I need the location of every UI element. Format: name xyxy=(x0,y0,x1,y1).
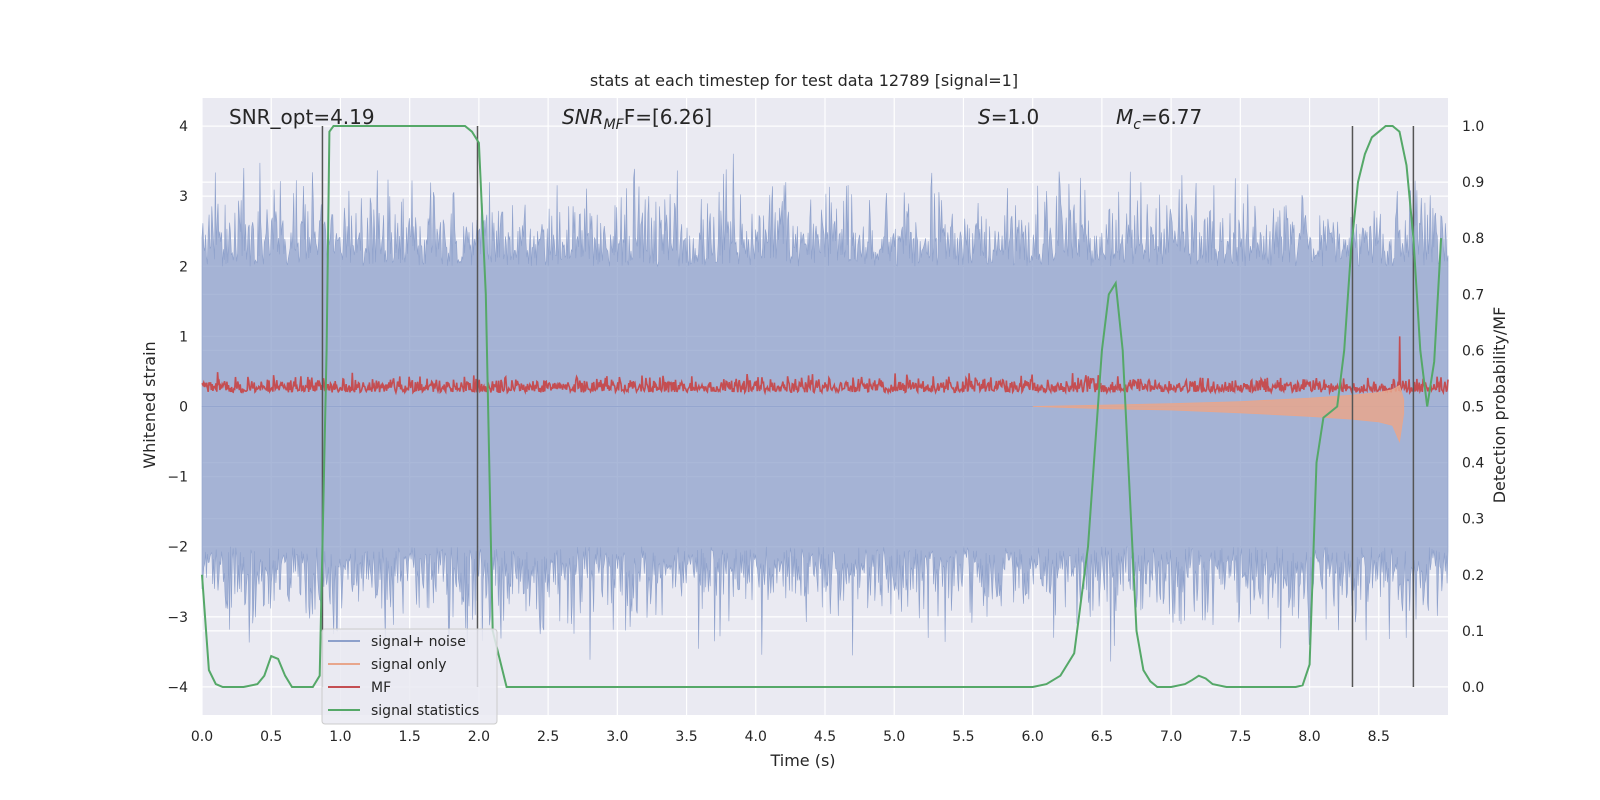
x-tick-label: 0.0 xyxy=(191,729,213,745)
signal-statistics-line xyxy=(201,125,1443,688)
x-tick-label: 3.0 xyxy=(606,729,628,745)
y-tick-label-right: 0.9 xyxy=(1462,175,1484,191)
legend-label-mf: MF xyxy=(371,680,391,696)
x-tick-label: 1.5 xyxy=(399,729,421,745)
legend-label-signal-noise: signal+ noise xyxy=(371,634,466,650)
axes: 0.0 0.5 1.0 1.5 2.0 2.5 3.0 3.5 4.0 4.5 5.0 5.5 6.0 6… xyxy=(167,119,1484,745)
y-tick-label-left: 2 xyxy=(179,259,188,275)
mf-series xyxy=(201,336,1449,396)
y-tick-label-left: 1 xyxy=(179,329,188,345)
x-tick-label: 5.5 xyxy=(952,729,974,745)
annotation-snr-mf: SNRMFF=[6.26] xyxy=(562,105,712,133)
y-tick-label-left: 4 xyxy=(179,119,188,135)
signal-statistics-series xyxy=(201,125,1443,688)
legend-box xyxy=(321,628,498,725)
x-tick-label: 0.5 xyxy=(260,729,282,745)
x-tick-label: 3.5 xyxy=(675,729,697,745)
signal-noise-upper xyxy=(201,153,1449,407)
vertical-marker-lines xyxy=(321,126,1415,687)
chart-title: stats at each timestep for test data 127… xyxy=(590,71,1018,90)
y-tick-label-right: 0.0 xyxy=(1462,680,1484,696)
annotation-s: S=1.0 xyxy=(978,105,1039,129)
legend-label-signal-only: signal only xyxy=(371,657,446,673)
mf-line xyxy=(201,336,1449,396)
x-tick-label: 8.5 xyxy=(1368,729,1390,745)
legend-label-signal-statistics: signal statistics xyxy=(371,703,479,719)
annotation-mc: Mc=6.77 xyxy=(1116,105,1202,133)
y-axis-label-right: Detection probability/MF xyxy=(1490,307,1509,504)
x-tick-label: 4.0 xyxy=(745,729,767,745)
signal-only-series xyxy=(1032,384,1405,444)
y-tick-label-right: 0.6 xyxy=(1462,343,1484,359)
x-tick-label: 1.0 xyxy=(329,729,351,745)
y-tick-label-left: −2 xyxy=(167,540,188,556)
annotation-snr-opt: SNR_opt=4.19 xyxy=(229,105,375,129)
signal-noise-series xyxy=(201,153,1449,662)
y-tick-label-right: 0.7 xyxy=(1462,287,1484,303)
y-tick-label-right: 0.4 xyxy=(1462,456,1484,472)
y-tick-label-left: −4 xyxy=(167,680,188,696)
x-axis-label: Time (s) xyxy=(769,751,835,770)
x-tick-label: 4.5 xyxy=(814,729,836,745)
y-tick-label-right: 0.1 xyxy=(1462,624,1484,640)
y-tick-label-right: 0.3 xyxy=(1462,512,1484,528)
y-tick-label-left: −1 xyxy=(167,470,188,486)
y-tick-label-right: 0.5 xyxy=(1462,400,1484,416)
y-tick-label-right: 0.8 xyxy=(1462,231,1484,247)
x-tick-label: 6.0 xyxy=(1022,729,1044,745)
x-tick-label: 2.0 xyxy=(468,729,490,745)
x-tick-label: 7.0 xyxy=(1160,729,1182,745)
y-tick-label-left: 0 xyxy=(179,400,188,416)
signal-only-band xyxy=(1032,384,1405,444)
y-tick-label-left: −3 xyxy=(167,610,188,626)
x-tick-label: 6.5 xyxy=(1091,729,1113,745)
y-axis-label-left: Whitened strain xyxy=(140,341,159,468)
x-tick-label: 8.0 xyxy=(1298,729,1320,745)
x-tick-label: 5.0 xyxy=(883,729,905,745)
legend: signal+ noise signal only MF signal stat… xyxy=(321,628,498,725)
y-tick-label-right: 1.0 xyxy=(1462,119,1484,135)
x-tick-label: 2.5 xyxy=(537,729,559,745)
signal-noise-lower xyxy=(201,406,1449,662)
y-tick-label-right: 0.2 xyxy=(1462,568,1484,584)
y-tick-label-left: 3 xyxy=(179,189,188,205)
x-tick-label: 7.5 xyxy=(1229,729,1251,745)
